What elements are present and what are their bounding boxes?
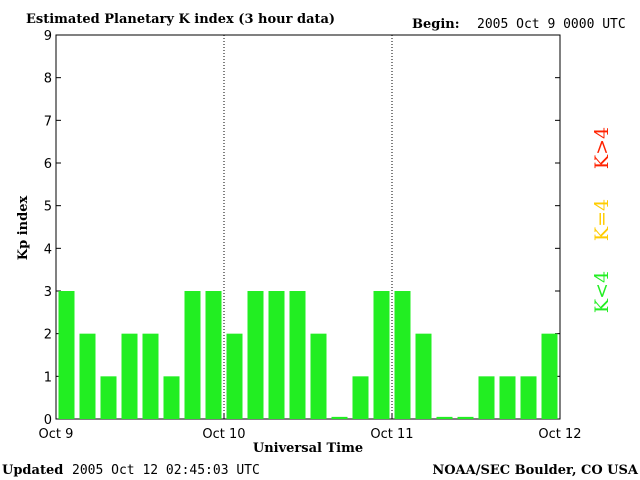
- y-tick-label: 3: [44, 285, 52, 300]
- updated-value: 2005 Oct 12 02:45:03 UTC: [72, 463, 260, 478]
- begin-value: 2005 Oct 9 0000 UTC: [477, 17, 626, 32]
- y-tick-label: 1: [44, 370, 52, 385]
- kp-bar: [247, 291, 264, 419]
- y-tick-label: 8: [44, 72, 52, 87]
- kp-bar: [268, 291, 285, 419]
- kp-bars: [58, 291, 558, 419]
- kp-bar: [142, 333, 159, 419]
- kp-bar: [79, 333, 96, 419]
- day-dividers: [223, 35, 393, 419]
- kp-bar: [373, 291, 390, 419]
- kp-bar: [457, 416, 474, 419]
- y-tick-label: 9: [44, 29, 52, 44]
- kp-bar: [310, 333, 327, 419]
- x-axis-label: Universal Time: [253, 441, 363, 456]
- y-tick-label: 0: [44, 413, 52, 428]
- y-axis-label: Kp index: [16, 196, 31, 261]
- updated-label: Updated: [2, 463, 63, 478]
- kp-bar: [205, 291, 222, 419]
- kp-bar: [394, 291, 411, 419]
- kp-bar: [478, 376, 495, 419]
- kp-bar: [499, 376, 516, 419]
- kp-bar: [331, 416, 348, 419]
- x-tick-label: Oct 11: [370, 427, 413, 442]
- kp-bar: [352, 376, 369, 419]
- kp-bar: [436, 416, 453, 419]
- legend-k-less-4: K<4: [591, 271, 613, 313]
- source-credit: NOAA/SEC Boulder, CO USA: [432, 463, 639, 478]
- kp-bar: [58, 291, 75, 419]
- kp-bar: [226, 333, 243, 419]
- legend-k-equal-4: K=4: [591, 199, 613, 241]
- y-tick-label: 5: [44, 200, 52, 215]
- y-axis-ticks: 0 1 2 3 4 5 6 7 8 9: [44, 29, 560, 428]
- kp-bar: [163, 376, 180, 419]
- x-tick-label: Oct 12: [538, 427, 581, 442]
- x-axis-ticks: Oct 9 Oct 10 Oct 11 Oct 12: [39, 413, 582, 442]
- kp-bar: [121, 333, 138, 419]
- kp-bar: [184, 291, 201, 419]
- x-tick-label: Oct 10: [202, 427, 245, 442]
- kp-bar: [289, 291, 306, 419]
- y-tick-label: 7: [44, 114, 52, 129]
- legend-k-greater-4: K>4: [591, 127, 613, 169]
- chart-title: Estimated Planetary K index (3 hour data…: [26, 12, 335, 27]
- begin-label: Begin:: [412, 17, 460, 32]
- y-tick-label: 2: [44, 328, 52, 343]
- kp-bar: [415, 333, 432, 419]
- kp-bar: [520, 376, 537, 419]
- x-tick-label: Oct 9: [39, 427, 74, 442]
- y-tick-label: 4: [44, 242, 52, 257]
- kp-bar: [100, 376, 117, 419]
- plot-area: [55, 34, 561, 420]
- kp-bar: [541, 333, 558, 419]
- y-tick-label: 6: [44, 157, 52, 172]
